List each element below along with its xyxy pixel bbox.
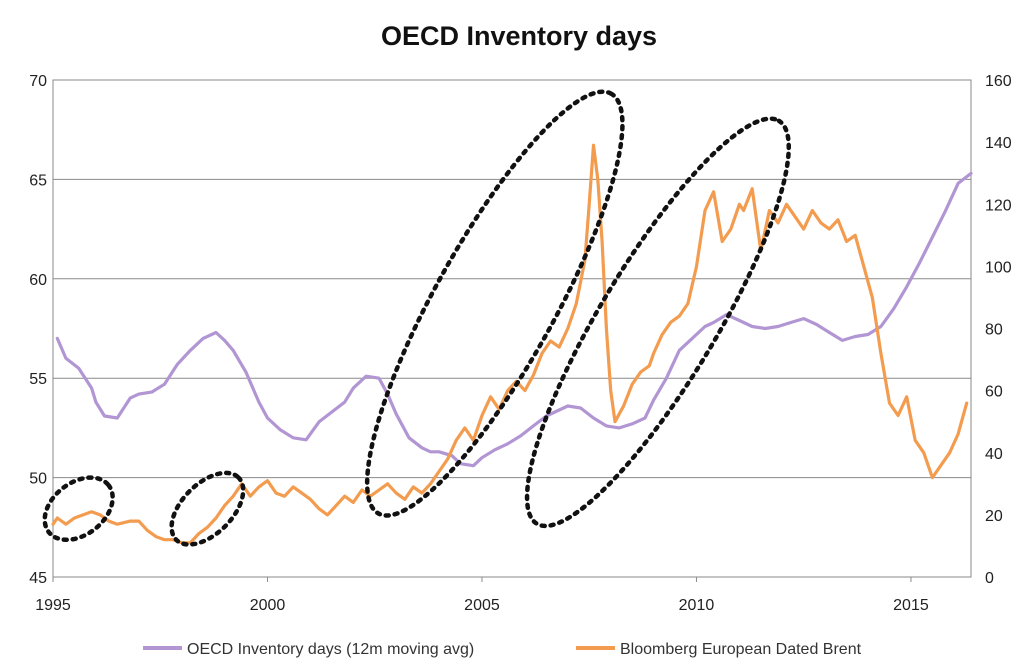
y-right-tick-label: 20 xyxy=(985,508,1003,525)
legend-label-brent: Bloomberg European Dated Brent xyxy=(620,641,862,658)
x-axis: 1995 2000 2005 2010 2015 xyxy=(35,577,929,614)
legend-label-oecd: OECD Inventory days (12m moving avg) xyxy=(187,641,474,658)
dotted-ellipse-annotation xyxy=(42,475,115,543)
annotation-layer xyxy=(42,89,791,547)
x-tick-label: 1995 xyxy=(35,597,71,614)
y-left-tick-label: 65 xyxy=(29,172,47,189)
y-left-tick-label: 50 xyxy=(29,471,47,488)
y-right-tick-label: 100 xyxy=(985,259,1012,276)
y-left-tick-label: 55 xyxy=(29,371,47,388)
y-right-tick-label: 80 xyxy=(985,322,1003,339)
y-left-tick-label: 45 xyxy=(29,570,47,587)
y-left-tick-label: 60 xyxy=(29,272,47,289)
y-right-tick-label: 60 xyxy=(985,384,1003,401)
y-left-tick-label: 70 xyxy=(29,73,47,90)
x-tick-label: 2000 xyxy=(250,597,286,614)
y-right-tick-label: 0 xyxy=(985,570,994,587)
series-line-oecd-inventory-days xyxy=(55,171,973,468)
dotted-ellipse-annotation xyxy=(524,116,791,529)
chart-title: OECD Inventory days xyxy=(381,21,657,51)
legend: OECD Inventory days (12m moving avg) Blo… xyxy=(143,641,862,658)
y-axis-left: 45 50 55 60 65 70 xyxy=(29,73,47,587)
y-right-tick-label: 120 xyxy=(985,197,1012,214)
x-tick-label: 2015 xyxy=(893,597,929,614)
series-line-brent xyxy=(51,143,969,545)
y-right-tick-label: 160 xyxy=(985,73,1012,90)
plot-area xyxy=(52,79,972,578)
y-right-tick-label: 140 xyxy=(985,135,1012,152)
dotted-ellipse-annotation xyxy=(169,470,246,547)
x-tick-label: 2005 xyxy=(464,597,500,614)
dotted-ellipse-annotation xyxy=(364,89,625,518)
x-tick-label: 2010 xyxy=(679,597,715,614)
y-right-tick-label: 40 xyxy=(985,446,1003,463)
gridlines xyxy=(53,79,971,578)
series-layer xyxy=(51,143,973,545)
y-axis-right: 0 20 40 60 80 100 120 140 160 xyxy=(985,73,1012,587)
